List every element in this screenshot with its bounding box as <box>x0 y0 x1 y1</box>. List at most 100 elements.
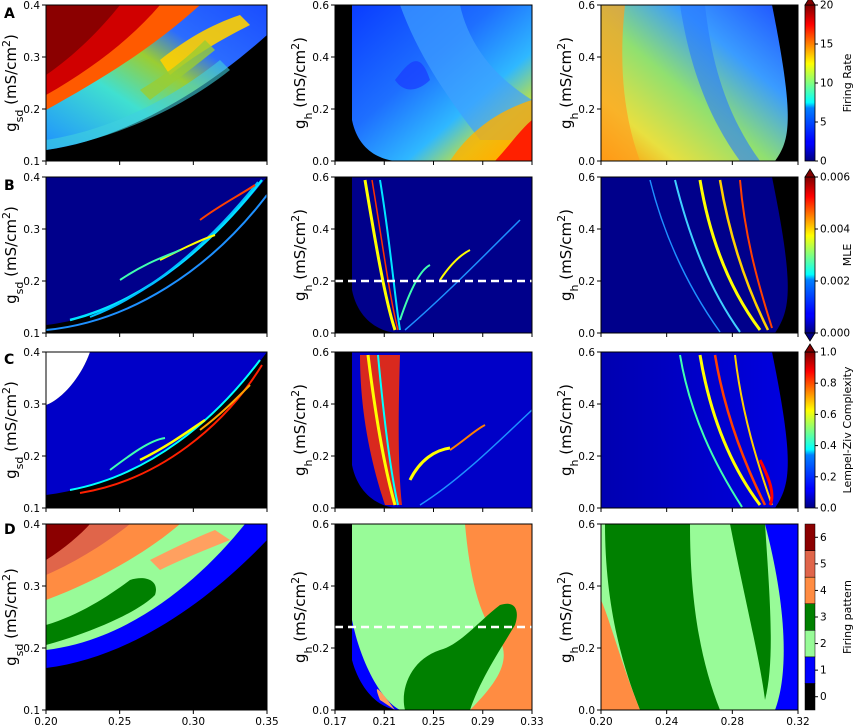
y-axis-label: gsd (mS/cm2) <box>0 381 26 479</box>
colorbar-swatch <box>804 630 816 658</box>
panel-letter-C: C <box>4 352 14 368</box>
xtick-label: 0.20 <box>34 716 57 726</box>
ytick-label: 0.4 <box>23 0 40 12</box>
ytick-label: 0.2 <box>578 451 595 463</box>
colorbar-tick-label: 0.004 <box>820 224 850 236</box>
panel-D-right-frame <box>600 523 799 711</box>
xtick-label: 0.32 <box>786 716 809 726</box>
y-axis-label: gh (mS/cm2) <box>289 37 315 129</box>
colorbar-swatch <box>804 523 816 551</box>
colorbar-D: 0 1 2 3 4 5 6 Firing pattern <box>804 523 854 711</box>
colorbar-tick-label: 0.2 <box>820 471 837 483</box>
colorbar-extend-max <box>804 343 816 353</box>
ytick-label: 0.0 <box>312 156 329 168</box>
panel-B-right-frame <box>600 176 799 334</box>
colorbar-extend-min <box>804 332 816 342</box>
panel-A-left-frame <box>45 4 268 162</box>
ytick-label: 0.1 <box>23 503 40 515</box>
panel-B-left-frame <box>45 176 268 334</box>
colorbar-extend-max <box>804 168 816 178</box>
panel-D-middle-heatmap <box>335 524 532 710</box>
ytick-label: 0.1 <box>23 156 40 168</box>
ytick-label: 0.2 <box>23 643 40 655</box>
ytick-label: 0.2 <box>23 451 40 463</box>
panel-D-right-heatmap <box>601 524 798 710</box>
ytick-label: 0.4 <box>312 581 329 593</box>
ytick-label: 0.6 <box>312 519 329 531</box>
colorbar-tick-label: 0.6 <box>820 409 837 421</box>
ytick-label: 0.6 <box>578 0 595 12</box>
ytick-label: 0.4 <box>23 519 40 531</box>
ytick-label: 0.3 <box>23 399 40 411</box>
panel-C-left-frame <box>45 351 268 509</box>
ytick-label: 0.2 <box>578 276 595 288</box>
panel-B-right-heatmap <box>601 177 798 333</box>
colorbar-tick-label: 15 <box>820 39 833 51</box>
ytick-label: 0.4 <box>578 224 595 236</box>
colorbar-tick-label: 2 <box>820 638 827 650</box>
colorbar-label: Lempel-Ziv Complexity <box>841 366 854 493</box>
panel-B-middle-heatmap <box>335 177 532 333</box>
panel-A-right-heatmap <box>601 5 798 161</box>
ytick-label: 0.6 <box>578 172 595 184</box>
ytick-label: 0.2 <box>312 451 329 463</box>
y-axis-label: gh (mS/cm2) <box>289 209 315 301</box>
ytick-label: 0.4 <box>578 399 595 411</box>
ytick-label: 0.3 <box>23 581 40 593</box>
y-axis-label: gh (mS/cm2) <box>555 37 581 129</box>
xtick-label: 0.30 <box>182 716 205 726</box>
ytick-label: 0.4 <box>578 52 595 64</box>
colorbar-tick-label: 20 <box>820 0 833 12</box>
y-axis-label: gh (mS/cm2) <box>289 571 315 663</box>
xtick-label: 0.24 <box>655 716 679 726</box>
xtick-label: 0.21 <box>373 716 396 726</box>
panel-letter-D: D <box>4 522 16 538</box>
ytick-label: 0.6 <box>312 347 329 359</box>
xtick-label: 0.33 <box>520 716 543 726</box>
panel-C-left-heatmap <box>46 352 267 508</box>
ytick-label: 0.4 <box>23 172 40 184</box>
xtick-label: 0.28 <box>721 716 744 726</box>
ytick-label: 0.0 <box>578 705 595 717</box>
ytick-label: 0.0 <box>312 328 329 340</box>
ytick-label: 0.2 <box>23 276 40 288</box>
ytick-label: 0.3 <box>23 52 40 64</box>
colorbar-label: Firing Rate <box>841 53 854 112</box>
panel-letter-A: A <box>4 6 15 22</box>
colorbar-swatch <box>804 603 816 631</box>
panel-D-left-frame <box>45 523 268 711</box>
colorbar-tick-label: 0.8 <box>820 378 837 390</box>
panel-A-right-frame <box>600 4 799 162</box>
ytick-label: 0.0 <box>578 156 595 168</box>
ytick-label: 0.4 <box>578 581 595 593</box>
panel-D-left-heatmap <box>46 524 267 710</box>
colorbar-tick-label: 1.0 <box>820 347 837 359</box>
xtick-label: 0.25 <box>108 716 131 726</box>
colorbar-tick-label: 5 <box>820 558 827 570</box>
colorbar-swatch <box>804 576 816 604</box>
colorbar-tick-label: 0.4 <box>820 440 837 452</box>
panel-B-left-heatmap <box>46 177 267 333</box>
colorbar-swatch <box>804 550 816 578</box>
xtick-label: 0.29 <box>471 716 494 726</box>
colorbar-gradient <box>804 351 816 509</box>
colorbar-tick-label: 3 <box>820 612 827 624</box>
colorbar-tick-label: 0.002 <box>820 276 850 288</box>
panel-A-middle-heatmap <box>335 5 532 161</box>
panel-letter-B: B <box>4 178 15 194</box>
ytick-label: 0.3 <box>23 224 40 236</box>
y-axis-label: gsd (mS/cm2) <box>0 34 26 132</box>
y-axis-label: gh (mS/cm2) <box>555 384 581 476</box>
ytick-label: 0.2 <box>312 104 329 116</box>
panel-C-middle-heatmap <box>335 352 532 508</box>
panel-C-right-heatmap <box>601 352 798 508</box>
panel-A-left-heatmap <box>46 5 267 161</box>
colorbar-tick-label: 5 <box>820 117 827 129</box>
colorbar-B: 0.000 0.002 0.004 0.006 MLE <box>804 168 854 342</box>
ytick-label: 0.2 <box>23 104 40 116</box>
colorbar-tick-label: 0.000 <box>820 328 850 340</box>
xtick-label: 0.20 <box>589 716 612 726</box>
y-axis-label: gh (mS/cm2) <box>555 571 581 663</box>
